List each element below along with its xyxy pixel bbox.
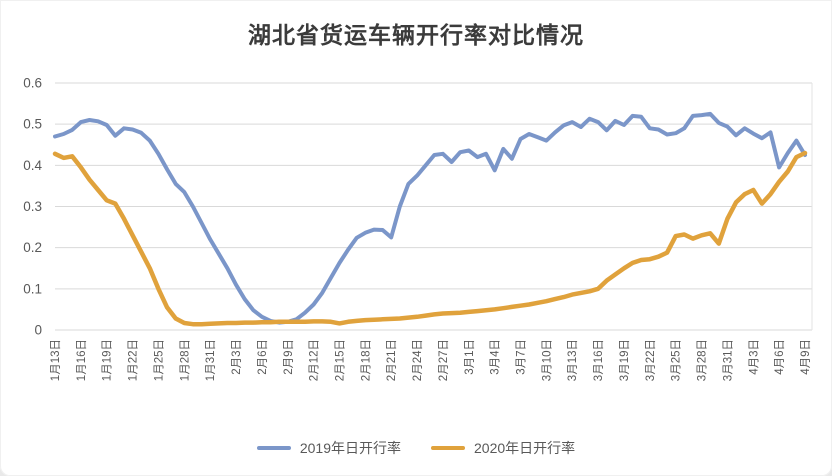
x-tick-label: 4月3日 xyxy=(748,339,760,375)
gridlines xyxy=(55,82,813,331)
x-tick-label: 2月24日 xyxy=(412,339,424,381)
legend-line-swatch-2019 xyxy=(256,446,291,450)
x-tick-label: 2月27日 xyxy=(438,339,450,381)
chart-title: 湖北省货运车辆开行率对比情况 xyxy=(248,22,584,48)
x-tick-label: 1月28日 xyxy=(179,339,191,381)
x-tick-label: 3月28日 xyxy=(697,339,709,381)
x-tick-label: 3月31日 xyxy=(722,339,734,381)
x-tick-label: 1月13日 xyxy=(50,339,62,381)
y-tick-label: 0.1 xyxy=(23,281,42,296)
x-tick-label: 3月1日 xyxy=(464,339,476,375)
x-tick-label: 1月16日 xyxy=(76,339,88,381)
x-tick-label: 2月15日 xyxy=(334,339,346,381)
x-tick-label: 2月6日 xyxy=(257,339,269,375)
y-tick-label: 0.6 xyxy=(23,76,42,91)
series-line-2020 xyxy=(52,150,808,327)
x-tick-label: 1月25日 xyxy=(153,339,165,381)
x-tick-label: 1月19日 xyxy=(102,339,114,381)
x-tick-label: 1月22日 xyxy=(128,339,140,381)
x-tick-label: 2月12日 xyxy=(309,339,321,381)
x-tick-label: 2月3日 xyxy=(231,339,243,375)
x-tick-label: 3月7日 xyxy=(516,339,528,375)
y-tick-label: 0.3 xyxy=(23,199,42,214)
y-tick-label: 0.2 xyxy=(23,240,42,255)
y-axis-labels: 0.6 0.5 0.4 0.3 0.2 0.1 0 xyxy=(23,76,42,338)
y-tick-label: 0 xyxy=(34,323,42,338)
x-axis-labels: 1月13日 1月16日 1月19日 1月22日 1月25日 1月28日 1月31日 2月3日 2… xyxy=(50,339,812,381)
legend: 2019年日开行率 2020年日开行率 xyxy=(0,438,832,458)
x-tick-label: 3月25日 xyxy=(671,339,683,381)
series-line-2019 xyxy=(53,111,807,325)
x-tick-label: 3月16日 xyxy=(593,339,605,381)
x-tick-label: 3月10日 xyxy=(541,339,553,381)
x-tick-label: 3月4日 xyxy=(490,339,502,375)
x-tick-label: 4月6日 xyxy=(774,339,786,375)
y-tick-label: 0.5 xyxy=(23,117,42,132)
x-tick-label: 3月19日 xyxy=(619,339,631,381)
legend-item-2020: 2020年日开行率 xyxy=(431,438,575,458)
x-tick-label: 2月21日 xyxy=(386,339,398,381)
x-tick-label: 1月31日 xyxy=(205,339,217,381)
legend-label-2019: 2019年日开行率 xyxy=(299,440,401,456)
legend-item-2019: 2019年日开行率 xyxy=(256,438,401,458)
legend-line-swatch-2020 xyxy=(431,446,465,450)
y-tick-label: 0.4 xyxy=(23,158,42,173)
x-tick-label: 4月9日 xyxy=(800,339,812,375)
legend-label-2020: 2020年日开行率 xyxy=(474,440,576,456)
x-tick-label: 3月22日 xyxy=(645,339,657,381)
x-tick-label: 3月13日 xyxy=(567,339,579,381)
x-tick-label: 2月9日 xyxy=(283,339,295,375)
x-tick-label: 2月18日 xyxy=(360,339,372,381)
